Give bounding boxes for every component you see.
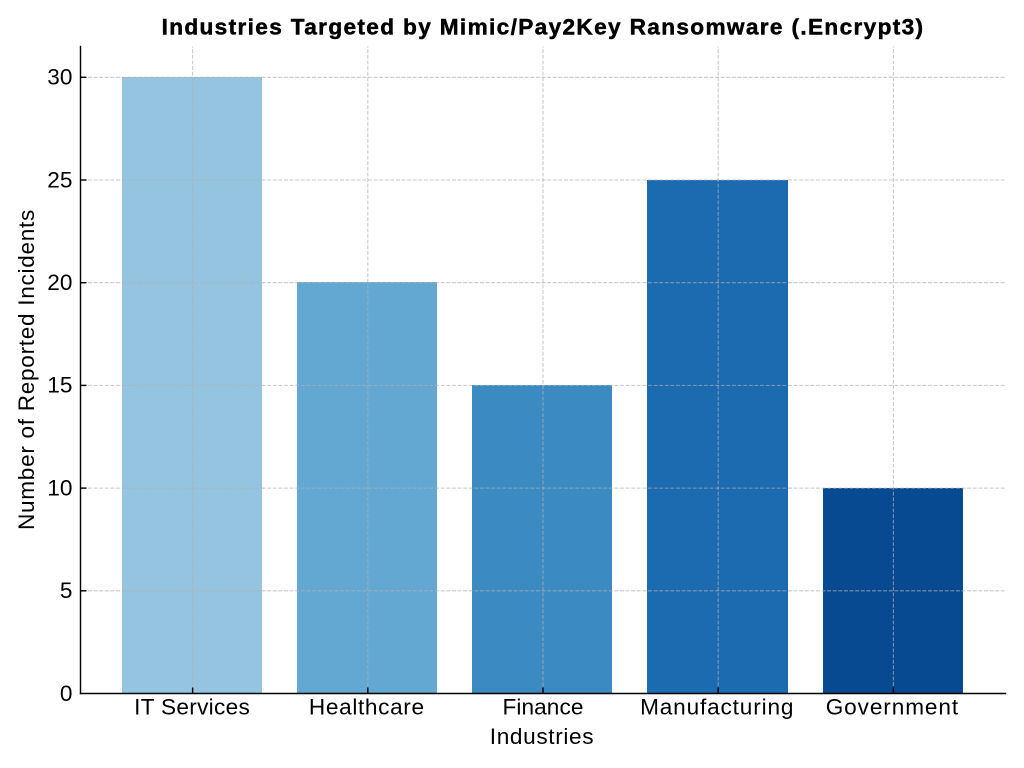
svg-text:Manufacturing: Manufacturing [640,695,794,720]
svg-text:IT Services: IT Services [134,695,250,720]
svg-text:Finance: Finance [502,695,583,720]
svg-text:0: 0 [60,681,73,706]
svg-text:25: 25 [47,167,72,192]
svg-text:20: 20 [47,270,72,295]
svg-text:5: 5 [60,578,73,603]
svg-text:15: 15 [47,373,72,398]
svg-text:Industries Targeted by Mimic/P: Industries Targeted by Mimic/Pay2Key Ran… [162,14,925,39]
svg-text:Government: Government [826,695,959,720]
svg-text:30: 30 [47,65,72,90]
svg-text:Healthcare: Healthcare [309,695,425,720]
svg-text:Number of Reported Incidents: Number of Reported Incidents [14,209,39,530]
svg-text:10: 10 [47,475,72,500]
svg-text:Industries: Industries [490,724,594,749]
